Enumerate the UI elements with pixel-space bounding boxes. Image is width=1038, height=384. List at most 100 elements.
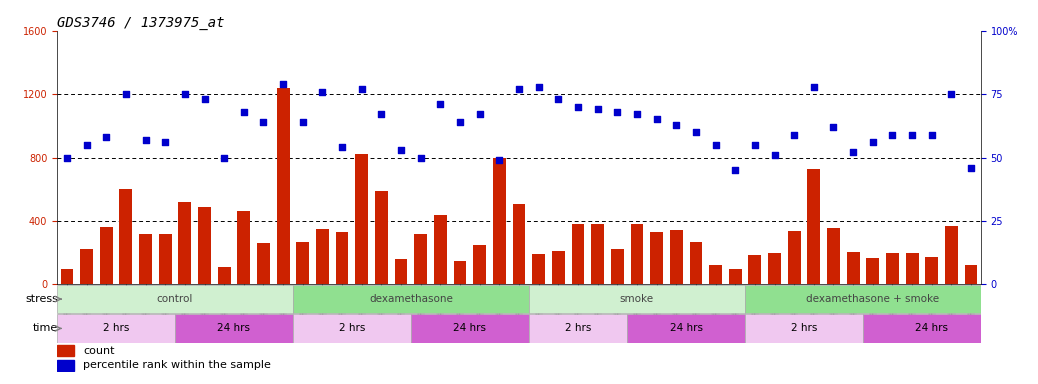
Bar: [964, 265, 978, 285]
Point: [649, 116, 665, 122]
Text: smoke: smoke: [620, 294, 654, 304]
FancyBboxPatch shape: [745, 285, 1001, 313]
Point: [117, 91, 134, 97]
Text: percentile rank within the sample: percentile rank within the sample: [83, 361, 271, 371]
Bar: [532, 254, 545, 285]
FancyBboxPatch shape: [528, 285, 745, 313]
Text: 24 hrs: 24 hrs: [454, 323, 487, 333]
Point: [786, 132, 802, 138]
FancyBboxPatch shape: [57, 314, 175, 343]
Bar: [670, 230, 683, 285]
Bar: [316, 229, 329, 285]
Bar: [335, 232, 349, 285]
Bar: [906, 253, 919, 285]
Bar: [179, 202, 191, 285]
Bar: [926, 257, 938, 285]
Point: [412, 154, 429, 161]
Point: [176, 91, 193, 97]
Bar: [493, 157, 506, 285]
Bar: [689, 242, 703, 285]
Bar: [827, 228, 840, 285]
Point: [275, 81, 292, 87]
Bar: [847, 252, 859, 285]
Point: [236, 109, 252, 115]
Bar: [375, 191, 388, 285]
Point: [590, 106, 606, 113]
Bar: [748, 255, 761, 285]
Point: [98, 134, 114, 140]
Point: [924, 132, 940, 138]
Point: [805, 83, 822, 89]
Point: [354, 86, 371, 92]
Point: [58, 154, 75, 161]
Text: 2 hrs: 2 hrs: [565, 323, 592, 333]
Bar: [238, 212, 250, 285]
Bar: [886, 253, 899, 285]
FancyBboxPatch shape: [293, 285, 528, 313]
Bar: [434, 215, 446, 285]
Point: [373, 111, 389, 118]
Bar: [611, 250, 624, 285]
Point: [629, 111, 646, 118]
Bar: [60, 268, 74, 285]
Text: GDS3746 / 1373975_at: GDS3746 / 1373975_at: [57, 16, 224, 30]
Point: [904, 132, 921, 138]
Text: 24 hrs: 24 hrs: [916, 323, 949, 333]
Point: [315, 89, 331, 95]
Point: [766, 152, 783, 158]
Bar: [297, 242, 309, 285]
Text: time: time: [33, 323, 58, 333]
Bar: [80, 250, 93, 285]
Point: [157, 139, 173, 146]
Text: dexamethasone: dexamethasone: [368, 294, 453, 304]
FancyBboxPatch shape: [745, 314, 863, 343]
Point: [137, 137, 154, 143]
Text: stress: stress: [25, 294, 58, 304]
Text: 24 hrs: 24 hrs: [670, 323, 703, 333]
Point: [491, 157, 508, 163]
Point: [471, 111, 488, 118]
Bar: [650, 232, 663, 285]
Point: [944, 91, 960, 97]
Point: [570, 104, 586, 110]
Point: [432, 101, 448, 108]
Point: [196, 96, 213, 102]
Point: [511, 86, 527, 92]
Text: 2 hrs: 2 hrs: [103, 323, 130, 333]
Text: 2 hrs: 2 hrs: [791, 323, 817, 333]
Text: dexamethasone + smoke: dexamethasone + smoke: [807, 294, 939, 304]
FancyBboxPatch shape: [863, 314, 1001, 343]
FancyBboxPatch shape: [528, 314, 627, 343]
Point: [845, 149, 862, 156]
Bar: [788, 231, 800, 285]
Bar: [119, 189, 132, 285]
Point: [727, 167, 743, 173]
Bar: [454, 261, 466, 285]
Point: [216, 154, 233, 161]
Point: [392, 147, 409, 153]
Text: control: control: [157, 294, 193, 304]
Bar: [257, 243, 270, 285]
Bar: [709, 265, 722, 285]
Bar: [159, 233, 171, 285]
Bar: [277, 88, 290, 285]
Text: count: count: [83, 346, 114, 356]
Bar: [513, 204, 525, 285]
Bar: [414, 233, 427, 285]
Point: [295, 119, 311, 125]
FancyBboxPatch shape: [293, 314, 411, 343]
Bar: [945, 226, 958, 285]
Text: 24 hrs: 24 hrs: [218, 323, 250, 333]
Bar: [729, 269, 741, 285]
FancyBboxPatch shape: [411, 314, 528, 343]
Bar: [572, 224, 584, 285]
Point: [884, 132, 901, 138]
Point: [667, 121, 684, 127]
Bar: [218, 267, 230, 285]
Bar: [867, 258, 879, 285]
FancyBboxPatch shape: [627, 314, 745, 343]
Point: [687, 129, 704, 135]
Bar: [355, 154, 368, 285]
FancyBboxPatch shape: [175, 314, 293, 343]
FancyBboxPatch shape: [57, 285, 293, 313]
